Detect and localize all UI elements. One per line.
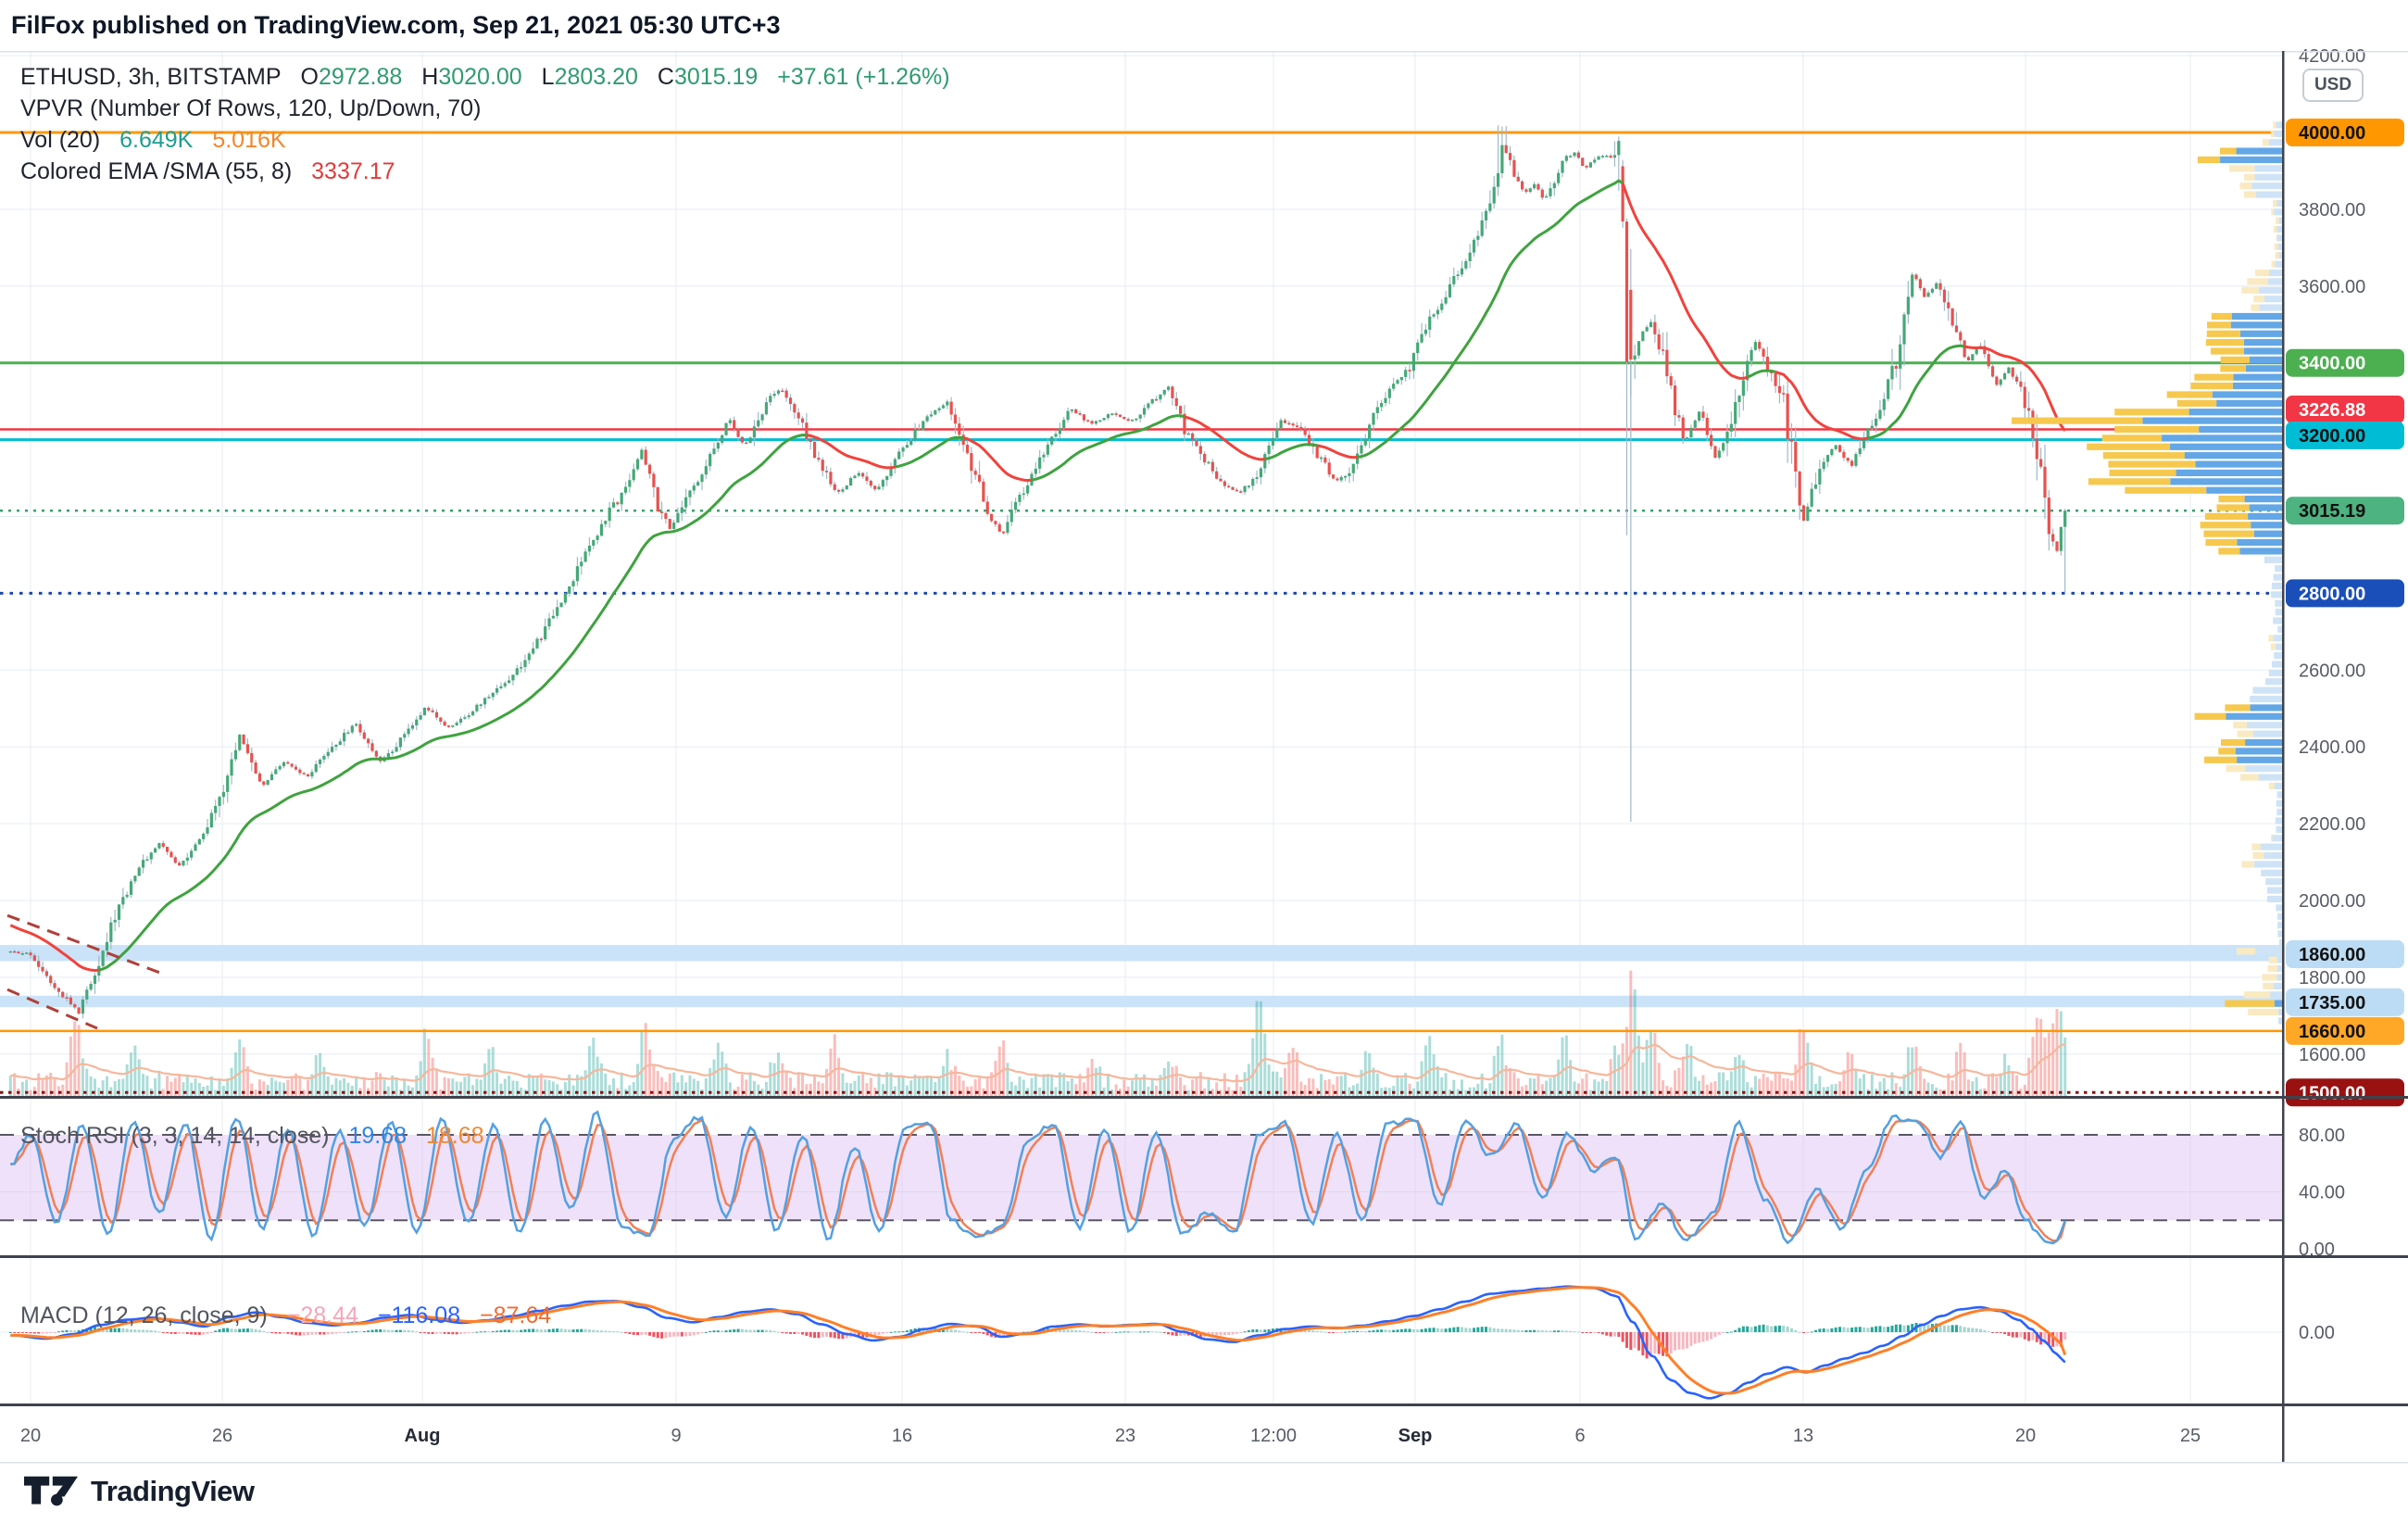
svg-text:3200.00: 3200.00 [2299,426,2365,447]
price-tick-3800: 3800.00 [2299,200,2365,220]
svg-text:40.00: 40.00 [2299,1183,2345,1203]
macd-hist-value: −28.44 [286,1303,358,1328]
close-label: C [657,64,674,90]
price-tag-4000 [2286,119,2404,146]
time-axis[interactable]: 20 26 Aug 9 16 23 12:00 Sep 6 13 20 25 [20,1426,2201,1446]
price-axis[interactable]: 4200.00 3800.00 3600.00 2600.00 2400.00 2200.… [2286,46,2404,1107]
currency-toggle-button[interactable]: USD [2302,69,2364,102]
volume-ma-value: 5.016K [212,127,286,153]
price-tag-3015.19 [2286,497,2404,525]
macd-signal-value: −87.64 [480,1303,552,1328]
price-tag-3200 [2286,422,2404,449]
low-value: 2803.20 [554,64,638,90]
price-tick-4200: 4200.00 [2299,46,2365,67]
price-tag-1735 [2286,988,2404,1016]
price-tick-2200: 2200.00 [2299,814,2365,835]
low-label: L [541,64,555,90]
svg-text:4000.00: 4000.00 [2299,123,2365,144]
time-tick-20: 20 [2015,1426,2036,1446]
price-tag-1860 [2286,940,2404,969]
svg-text:1660.00: 1660.00 [2299,1022,2365,1042]
stoch-d-value: 18.68 [425,1123,484,1149]
legend-symbol-row[interactable]: ETHUSD, 3h, BITSTAMP O2972.88 H3020.00 L… [20,61,950,93]
svg-text:1860.00: 1860.00 [2299,945,2365,965]
svg-text:80.00: 80.00 [2299,1126,2345,1146]
price-tag-1500 [2286,1078,2404,1107]
svg-text:3226.88: 3226.88 [2299,400,2365,421]
symbol-title: ETHUSD, 3h, BITSTAMP [20,64,282,90]
time-tick-20: 20 [20,1426,41,1446]
time-tick-12:00: 12:00 [1250,1426,1297,1446]
time-tick-Sep: Sep [1398,1426,1433,1446]
svg-text:3400.00: 3400.00 [2299,354,2365,374]
time-tick-16: 16 [892,1426,912,1446]
stoch-title: Stoch RSI (3, 3, 14, 14, close) [20,1123,330,1149]
volume-label: Vol (20) [20,127,101,153]
tradingview-logo-text: TradingView [91,1475,255,1507]
stoch-k-value: 19.68 [348,1123,408,1149]
price-tick-1800: 1800.00 [2299,968,2365,988]
tradingview-logo[interactable]: TradingView [24,1475,255,1508]
time-tick-9: 9 [671,1426,681,1446]
support-bands [0,945,2282,1008]
stoch-pane [0,1110,2282,1245]
macd-legend[interactable]: MACD (12, 26, close, 9) −28.44 −116.08 −… [20,1303,551,1329]
volume-series [8,970,2067,1096]
open-value: 2972.88 [318,64,403,90]
macd-line-value: −116.08 [377,1303,461,1328]
time-tick-26: 26 [212,1426,232,1446]
trendlines[interactable] [6,913,166,1030]
vpvr-title: VPVR (Number Of Rows, 120, Up/Down, 70) [20,95,482,121]
volume-value: 6.649K [119,127,194,153]
high-label: H [421,64,439,90]
ema-line [9,179,2066,972]
high-value: 3020.00 [438,64,522,90]
price-tag-2800 [2286,579,2404,608]
publish-line: FilFox published on TradingView.com, Sep… [11,11,781,39]
time-tick-13: 13 [1793,1426,1813,1446]
svg-text:2800.00: 2800.00 [2299,584,2365,604]
pane-separators[interactable] [0,51,2408,1464]
tradingview-logo-icon [24,1476,78,1506]
svg-text:1500.00: 1500.00 [2299,1083,2365,1103]
price-tick-1600: 1600.00 [2299,1045,2365,1065]
ema-label: Colored EMA /SMA (55, 8) [20,158,293,184]
legend-ema-row[interactable]: Colored EMA /SMA (55, 8) 3337.17 [20,156,950,187]
price-tick-2000: 2000.00 [2299,891,2365,912]
stoch-rsi-legend[interactable]: Stoch RSI (3, 3, 14, 14, close) 19.68 18… [20,1123,484,1150]
time-tick-23: 23 [1115,1426,1135,1446]
vpvr-profile [2012,121,2282,1025]
price-tick-3600: 3600.00 [2299,277,2365,297]
time-tick-25: 25 [2180,1426,2201,1446]
price-tick-2600: 2600.00 [2299,661,2365,681]
price-tag-3226.88 [2286,396,2404,423]
stoch-axis[interactable]: 80.00 40.00 0.00 0.00 [2299,1126,2345,1343]
time-tick-6: 6 [1574,1426,1585,1446]
indicator-legend: ETHUSD, 3h, BITSTAMP O2972.88 H3020.00 L… [20,61,950,187]
price-tick-2400: 2400.00 [2299,737,2365,758]
macd-pane [8,1285,2067,1400]
legend-vpvr-row[interactable]: VPVR (Number Of Rows, 120, Up/Down, 70) [20,93,950,124]
svg-text:0.00: 0.00 [2299,1323,2335,1343]
time-tick-Aug: Aug [405,1426,441,1446]
close-value: 3015.19 [673,64,759,90]
change-value: +37.61 (+1.26%) [777,64,950,90]
price-lines [0,131,2282,1094]
open-label: O [300,64,319,90]
svg-text:3015.19: 3015.19 [2299,501,2365,522]
svg-text:1735.00: 1735.00 [2299,993,2365,1013]
legend-volume-row[interactable]: Vol (20) 6.649K 5.016K [20,124,950,156]
price-tag-3400 [2286,348,2404,377]
ema-value: 3337.17 [311,158,395,184]
svg-text:0.00: 0.00 [2299,1240,2335,1260]
macd-title: MACD (12, 26, close, 9) [20,1303,268,1328]
candlestick-series [8,125,2067,1019]
price-tag-1660 [2286,1016,2404,1045]
